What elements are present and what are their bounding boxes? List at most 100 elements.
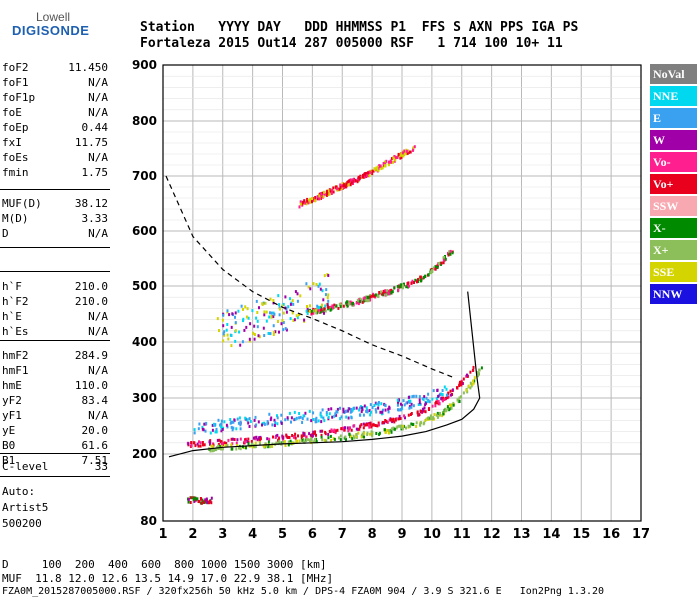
echo-point — [408, 406, 411, 410]
echo-point — [410, 402, 413, 406]
echo-point — [357, 431, 360, 435]
echo-point — [377, 406, 380, 410]
echo-point — [447, 253, 450, 257]
echo-point — [221, 447, 224, 451]
x-tick-label: 10 — [423, 527, 441, 542]
echo-point — [429, 414, 432, 418]
echo-point — [393, 427, 396, 431]
x-tick-label: 5 — [278, 527, 287, 542]
echo-point — [280, 421, 283, 425]
echo-point — [402, 424, 405, 428]
echo-point — [374, 408, 377, 412]
echo-point — [438, 413, 441, 417]
legend-item-x: X- — [650, 218, 697, 238]
echo-point — [189, 496, 192, 500]
x-tick-label: 7 — [338, 527, 347, 542]
y-tick-label: 700 — [132, 169, 157, 183]
echo-point — [400, 283, 403, 287]
echo-point — [224, 444, 227, 447]
y-tick-label: 80 — [140, 514, 157, 528]
echo-point — [316, 197, 319, 201]
echo-point — [442, 396, 445, 400]
echo-point — [360, 298, 363, 302]
echo-point — [211, 428, 214, 432]
echo-point — [441, 399, 444, 403]
echo-point — [201, 427, 204, 431]
echo-point — [478, 368, 481, 372]
echo-point — [287, 440, 290, 444]
echo-point — [234, 329, 237, 333]
echo-point — [315, 440, 318, 444]
echo-point — [389, 418, 392, 422]
echo-point — [277, 294, 280, 298]
echo-point — [376, 168, 379, 172]
echo-point — [241, 340, 244, 344]
echo-point — [307, 201, 310, 205]
echo-point — [469, 381, 472, 385]
echo-point — [381, 166, 384, 170]
echo-point — [332, 186, 335, 190]
echo-point — [329, 434, 332, 438]
echo-point — [226, 444, 229, 448]
echo-point — [471, 382, 474, 386]
echo-point — [335, 304, 338, 308]
echo-point — [298, 416, 301, 420]
echo-point — [320, 420, 323, 424]
echo-point — [418, 395, 421, 399]
plot-border — [162, 64, 642, 522]
echo-point — [404, 151, 407, 155]
echo-point — [378, 291, 381, 294]
echo-point — [386, 429, 389, 432]
echo-point — [235, 447, 238, 451]
param-row-yf2: yF2 83.4 — [2, 393, 108, 408]
echo-point — [427, 273, 430, 277]
series-third-hop — [298, 145, 416, 209]
echo-point — [217, 447, 220, 450]
param-row-hme: hmE 110.0 — [2, 378, 108, 393]
echo-point — [435, 396, 438, 400]
echo-point — [230, 425, 233, 429]
echo-point — [390, 291, 393, 295]
echo-point — [385, 293, 388, 297]
x-tick-label: 9 — [397, 527, 406, 542]
echo-point — [396, 284, 399, 288]
echo-point — [451, 388, 454, 392]
echo-point — [319, 287, 322, 291]
echo-point — [220, 429, 223, 433]
echo-point — [449, 389, 452, 393]
param-value: 3.33 — [81, 212, 109, 225]
echo-point — [307, 438, 310, 442]
echo-point — [299, 415, 302, 419]
echo-point — [253, 333, 256, 336]
series-f2-o-trace — [186, 365, 475, 448]
echo-point — [230, 437, 233, 441]
echo-point — [361, 300, 364, 304]
x-tick-label: 8 — [368, 527, 377, 542]
param-value: 83.4 — [81, 394, 109, 407]
param-value: 61.6 — [81, 439, 109, 452]
echo-point — [220, 445, 223, 449]
panel-separator — [0, 189, 110, 190]
echo-point — [344, 410, 347, 413]
echo-point — [352, 302, 354, 305]
param-value: N/A — [88, 227, 108, 240]
echo-point — [289, 317, 292, 321]
echo-point — [399, 407, 402, 411]
echo-point — [401, 427, 404, 431]
echo-point — [312, 411, 315, 415]
echo-point — [411, 423, 414, 426]
echo-point — [290, 420, 292, 424]
echo-point — [401, 404, 403, 408]
echo-point — [422, 422, 425, 426]
echo-point — [219, 423, 221, 427]
echo-point — [362, 413, 365, 417]
echo-point — [296, 292, 299, 296]
param-key: yF1 — [2, 409, 22, 422]
echo-point — [251, 445, 254, 449]
echo-point — [271, 423, 274, 427]
echo-point — [377, 166, 380, 170]
echo-point — [303, 318, 306, 322]
echo-point — [311, 197, 314, 201]
echo-point — [440, 392, 443, 396]
echo-point — [356, 180, 359, 184]
